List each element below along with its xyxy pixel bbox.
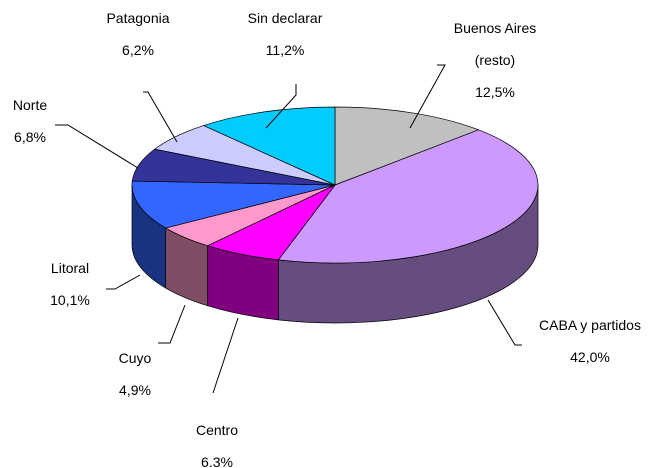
slice-label: Sin declarar 11,2% <box>248 2 323 66</box>
value-label: 10,1% <box>50 292 90 308</box>
slice-label: Litoral 10,1% <box>50 252 90 316</box>
value-label: 12,5% <box>475 84 515 100</box>
leader-line <box>143 91 178 143</box>
slice-label: Cuyo 4,9% <box>119 342 152 406</box>
category-label: Buenos Aires (resto) <box>453 20 537 68</box>
category-label: Norte <box>12 97 48 113</box>
value-label: 6,2% <box>122 42 154 58</box>
leader-line <box>158 304 186 344</box>
value-label: 42,0% <box>570 349 610 365</box>
slice-label: Patagonia 6,2% <box>106 2 169 66</box>
pie-slice <box>202 106 336 186</box>
category-label: CABA y partidos <box>539 317 641 333</box>
slice-label: Buenos Aires (resto) 12,5% <box>450 12 540 108</box>
leader-line <box>212 317 239 394</box>
category-label: Cuyo <box>118 350 152 366</box>
leader-line <box>55 124 139 169</box>
leader-line <box>265 84 297 129</box>
leader-line <box>487 299 522 346</box>
pie-slice <box>277 129 539 264</box>
pie-slice <box>131 180 336 229</box>
leader-line <box>106 274 141 290</box>
value-label: 6,8% <box>14 129 46 145</box>
category-label: Sin declarar <box>247 10 323 26</box>
value-label: 11,2% <box>265 42 305 58</box>
value-label: 4,9% <box>119 382 151 398</box>
slice-label: CABA y partidos 42,0% <box>539 309 641 373</box>
slice-label: Norte 6,8% <box>13 89 47 153</box>
slice-label: Centro 6.3% <box>196 414 238 468</box>
category-label: Centro <box>195 422 239 438</box>
leader-line <box>409 64 446 129</box>
pie-slice <box>334 106 480 186</box>
category-label: Litoral <box>50 260 90 276</box>
value-label: 6.3% <box>201 454 233 468</box>
category-label: Patagonia <box>106 10 170 26</box>
